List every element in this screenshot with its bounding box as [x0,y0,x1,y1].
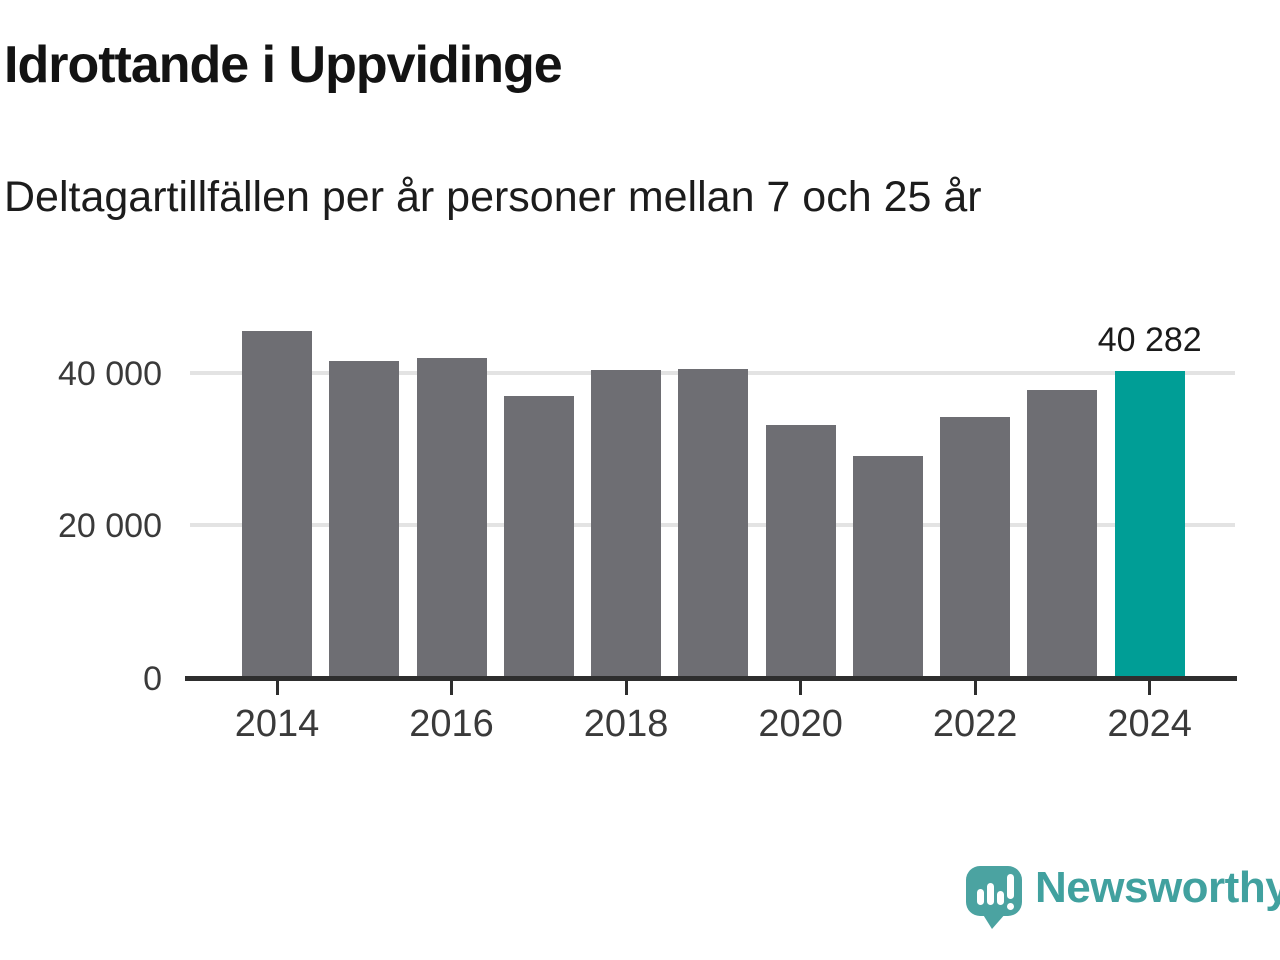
page-title: Idrottande i Uppvidinge [4,36,563,94]
highlight-value-label: 40 282 [1097,321,1202,359]
x-tick-2016 [450,681,454,695]
x-tick-2020 [799,681,803,695]
bar-2017 [503,395,574,678]
bar-2020 [765,424,836,678]
logo-chart-bar-icon [987,883,994,905]
page-subtitle: Deltagartillfällen per år personer mella… [4,173,982,221]
x-axis-label-2022: 2022 [932,703,1018,745]
x-axis-label-2014: 2014 [234,703,320,745]
bar-2023 [1027,390,1098,678]
bar-2019 [678,368,749,678]
bar-2022 [940,417,1011,678]
logo-exclamation-icon [1007,874,1014,899]
x-axis-label-2016: 2016 [409,703,494,745]
x-axis-line [185,676,1237,681]
y-axis-label-40000: 40 000 [58,354,162,393]
bar-2014 [242,330,312,678]
newsworthy-wordmark: Newsworthy [1035,863,1280,912]
bar-2018 [591,369,662,678]
logo-chart-bar-icon [977,889,984,905]
bar-2016 [416,357,487,678]
bar-2024 [1114,370,1185,678]
x-tick-2024 [1148,681,1152,695]
logo-chart-bar-icon [997,891,1004,905]
x-tick-2014 [275,681,279,695]
x-axis-label-2018: 2018 [583,703,669,745]
logo-exclamation-dot-icon [1007,903,1014,910]
bar-2021 [852,455,923,678]
x-axis-label-2024: 2024 [1107,703,1192,745]
x-axis-label-2020: 2020 [758,703,843,745]
y-axis-label-20000: 20 000 [58,507,162,546]
x-tick-2018 [624,681,628,695]
newsworthy-logo-tail [982,913,1006,929]
bar-2015 [329,361,400,678]
y-axis-label-0: 0 [143,660,162,698]
x-tick-2022 [973,681,977,695]
